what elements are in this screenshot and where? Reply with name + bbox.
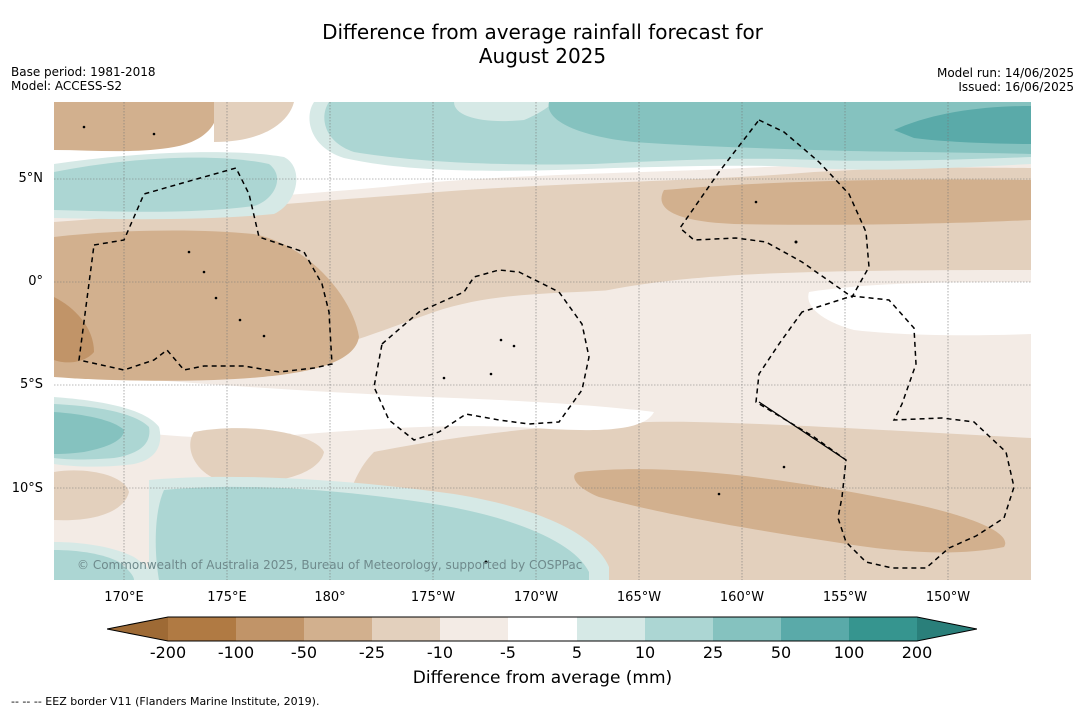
title-line-2: August 2025 (478, 44, 607, 68)
lon-label: 165°W (616, 590, 662, 605)
legend-swatch (508, 617, 577, 641)
dry-anomaly-region (54, 102, 217, 152)
lon-label: 170°E (104, 590, 144, 605)
island (187, 250, 191, 254)
issued-date: Issued: 16/06/2025 (958, 80, 1074, 94)
island (152, 132, 156, 136)
legend-swatch (372, 617, 440, 641)
lon-label: 150°W (925, 590, 971, 605)
island (489, 372, 493, 376)
dry-anomaly-region (54, 297, 94, 363)
dry-anomaly-region (190, 428, 324, 484)
wet-anomaly-region (54, 550, 134, 580)
legend-swatch (781, 617, 849, 641)
lon-label: 170°W (513, 590, 559, 605)
eez-borders-solid (758, 401, 847, 461)
wet-anomaly-region (548, 102, 1031, 154)
island (754, 200, 758, 204)
island (484, 560, 488, 564)
legend-tick: -25 (358, 643, 386, 662)
lon-label: 160°W (719, 590, 765, 605)
dry-anomaly-region (574, 469, 1006, 553)
dry-anomaly-region (54, 470, 129, 521)
dry-anomaly-region (214, 102, 294, 142)
island (238, 318, 242, 322)
legend-over-arrow (917, 617, 977, 641)
island (717, 492, 721, 496)
island (82, 125, 86, 129)
eez-border-tokelau (373, 269, 590, 441)
legend-title: Difference from average (mm) (412, 668, 673, 688)
eez-border-line-islands (755, 295, 1015, 569)
lon-label: 175°W (410, 590, 456, 605)
legend-colorbar (107, 616, 977, 642)
legend-swatch (577, 617, 645, 641)
legend-tick: -50 (290, 643, 318, 662)
legend-tick: -5 (500, 643, 516, 662)
eez-border-kiribati (678, 119, 870, 299)
legend-swatch (168, 617, 236, 641)
legend-swatch (645, 617, 713, 641)
dry-anomaly-region (661, 179, 1031, 225)
lon-label: 155°W (822, 590, 868, 605)
legend-tick: 50 (770, 643, 792, 662)
meta-right: Model run: 14/06/2025 Issued: 16/06/2025 (937, 66, 1074, 94)
legend-outline (107, 616, 977, 642)
legend-swatch (849, 617, 917, 641)
island (442, 376, 446, 380)
lon-label: 180° (314, 590, 346, 605)
island (499, 338, 503, 342)
legend-swatch (236, 617, 304, 641)
island (512, 344, 516, 348)
near-average-region (54, 372, 654, 439)
map-canvas (54, 102, 1031, 580)
wet-anomaly-region (155, 486, 589, 580)
legend-tick: -200 (149, 643, 187, 662)
lat-label-5s: 5°S (19, 377, 43, 392)
eez-footnote: -- -- -- EEZ border V11 (Flanders Marine… (11, 695, 320, 708)
base-period: Base period: 1981-2018 (11, 65, 156, 79)
legend-swatch (440, 617, 508, 641)
island (782, 465, 786, 469)
legend-tick: -10 (426, 643, 454, 662)
meta-left: Base period: 1981-2018 Model: ACCESS-S2 (11, 65, 156, 93)
legend-tick: 10 (634, 643, 656, 662)
island (794, 240, 798, 244)
title-line-1: Difference from average rainfall forecas… (322, 20, 763, 44)
model-name: Model: ACCESS-S2 (11, 79, 123, 93)
rainfall-anomaly-map (54, 102, 1031, 580)
lon-label: 175°E (207, 590, 247, 605)
graticule (54, 102, 1031, 580)
copyright-notice: © Commonwealth of Australia 2025, Bureau… (77, 558, 583, 572)
legend-tick: 200 (901, 643, 933, 662)
model-run: Model run: 14/06/2025 (936, 66, 1074, 80)
eez-border-tuvalu (78, 167, 333, 373)
legend-swatch (304, 617, 372, 641)
eez-borders (78, 119, 1015, 569)
eez-border-segment (758, 401, 847, 461)
wet-anomaly-region (54, 412, 124, 454)
dry-anomaly-region (54, 230, 359, 381)
map-title: Difference from average rainfall forecas… (0, 20, 1085, 68)
island (202, 270, 206, 274)
wet-anomaly-region (894, 106, 1031, 144)
legend-tick: 5 (571, 643, 583, 662)
near-average-region (808, 282, 1031, 336)
legend-tick: 100 (833, 643, 865, 662)
legend-swatch (713, 617, 781, 641)
islands (82, 125, 798, 564)
island (214, 296, 218, 300)
lat-label-0: 0° (28, 274, 43, 289)
lat-label-10s: 10°S (11, 481, 43, 496)
legend-under-arrow (107, 617, 168, 641)
lat-label-5n: 5°N (18, 171, 44, 186)
island (262, 334, 266, 338)
legend-tick: -100 (217, 643, 255, 662)
wet-anomaly-region (54, 157, 278, 212)
legend-tick: 25 (702, 643, 724, 662)
